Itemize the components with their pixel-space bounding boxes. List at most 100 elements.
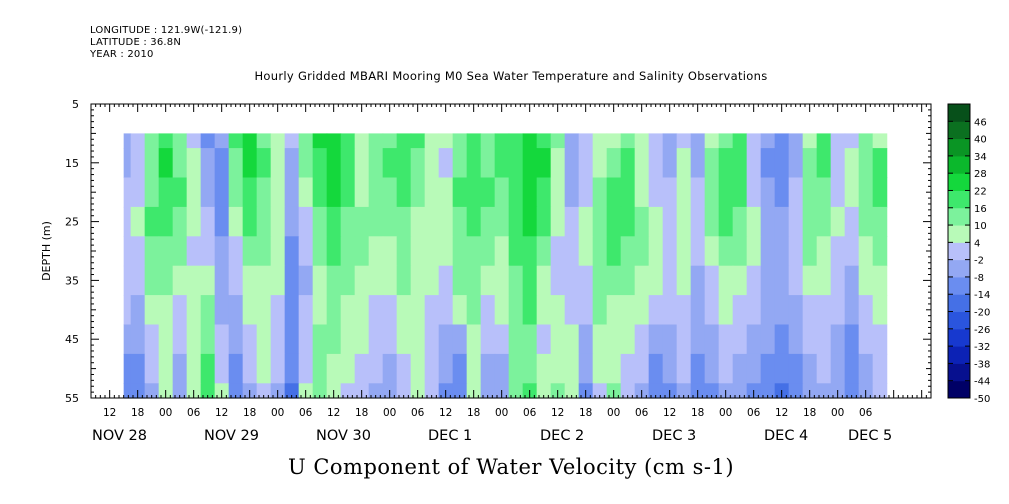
heatmap-cell: [802, 177, 818, 208]
heatmap-cell: [382, 324, 398, 355]
colorbar-segment: [948, 190, 970, 209]
heatmap-cell: [214, 148, 230, 179]
heatmap-cell: [172, 148, 188, 179]
heatmap-cell: [144, 148, 160, 179]
heatmap-cell: [270, 265, 286, 296]
heatmap-cell: [816, 148, 832, 179]
heatmap-cell: [732, 133, 748, 149]
heatmap-cell: [522, 206, 538, 237]
heatmap-cell: [606, 148, 622, 179]
colorbar-segment: [948, 155, 970, 174]
colorbar: -50 -44 -38 -32 -26 -20 -14 -8 -2 4 10 16 22 28 34 40 46: [947, 103, 990, 405]
heatmap-cell: [130, 206, 146, 237]
heatmap-cell: [452, 295, 468, 326]
heatmap-cell: [872, 324, 888, 355]
heatmap-cell: [312, 324, 328, 355]
heatmap-cell: [662, 295, 678, 326]
heatmap-cell: [130, 133, 146, 149]
heatmap-cell: [438, 177, 454, 208]
heatmap-cell: [354, 236, 370, 267]
heatmap-cell: [746, 295, 762, 326]
heatmap-cell: [298, 236, 314, 267]
heatmap-cell: [410, 353, 426, 384]
colorbar-label: 10: [974, 221, 987, 232]
x-hour-label: 00: [383, 407, 396, 419]
y-tick-label: 25: [65, 216, 79, 229]
heatmap-cell: [816, 324, 832, 355]
heatmap-cell: [662, 177, 678, 208]
heatmap-cell: [592, 353, 608, 384]
heatmap-cell: [298, 206, 314, 237]
heatmap-cell: [452, 177, 468, 208]
heatmap-cell: [732, 206, 748, 237]
colorbar-segment: [948, 328, 970, 347]
x-hour-label: 18: [131, 407, 144, 419]
heatmap-cell: [774, 236, 790, 267]
heatmap-cell: [200, 236, 216, 267]
heatmap-cell: [438, 206, 454, 237]
heatmap-cell: [802, 236, 818, 267]
colorbar-label: -2: [974, 256, 984, 267]
heatmap-cell: [760, 133, 776, 149]
heatmap-cell: [690, 265, 706, 296]
heatmap-cell: [592, 133, 608, 149]
heatmap-cell: [718, 177, 734, 208]
heatmap-cell: [326, 133, 342, 149]
heatmap-cell: [200, 206, 216, 237]
heatmap-cell: [564, 324, 580, 355]
heatmap-cell: [830, 148, 846, 179]
heatmap-cell: [284, 383, 300, 399]
heatmap-cell: [648, 236, 664, 267]
heatmap-cell: [480, 206, 496, 237]
heatmap-cell: [382, 206, 398, 237]
heatmap-cells: [123, 133, 888, 399]
heatmap-cell: [438, 265, 454, 296]
colorbar-segment: [948, 363, 970, 382]
heatmap-cell: [312, 133, 328, 149]
heatmap-cell: [452, 324, 468, 355]
heatmap-cell: [144, 236, 160, 267]
heatmap-cell: [564, 177, 580, 208]
heatmap-cell: [466, 324, 482, 355]
heatmap-cell: [606, 133, 622, 149]
heatmap-cell: [354, 133, 370, 149]
heatmap-cell: [214, 353, 230, 384]
heatmap-cell: [690, 177, 706, 208]
heatmap-cell: [872, 295, 888, 326]
heatmap-cell: [536, 353, 552, 384]
heatmap-cell: [872, 148, 888, 179]
heatmap-cell: [578, 148, 594, 179]
heatmap-cell: [158, 236, 174, 267]
heatmap-cell: [858, 353, 874, 384]
heatmap-cell: [368, 177, 384, 208]
heatmap-cell: [298, 295, 314, 326]
colorbar-segment: [948, 173, 970, 191]
heatmap-cell: [158, 353, 174, 384]
heatmap-cell: [760, 265, 776, 296]
heatmap-cell: [284, 324, 300, 355]
heatmap-cell: [802, 324, 818, 355]
heatmap-cell: [214, 133, 230, 149]
heatmap-cell: [550, 295, 566, 326]
heatmap-cell: [550, 265, 566, 296]
heatmap-cell: [732, 265, 748, 296]
x-hour-label: 06: [859, 407, 873, 419]
heatmap-cell: [536, 324, 552, 355]
x-hour-label: 12: [775, 407, 788, 419]
heatmap-cell: [368, 383, 384, 399]
heatmap-cell: [438, 133, 454, 149]
heatmap-cell: [368, 353, 384, 384]
heatmap-cell: [746, 353, 762, 384]
heatmap-cell: [494, 295, 510, 326]
heatmap-cell: [186, 177, 202, 208]
heatmap-cell: [452, 148, 468, 179]
heatmap-cell: [284, 265, 300, 296]
heatmap-cell: [606, 324, 622, 355]
heatmap-cell: [830, 177, 846, 208]
heatmap-cell: [676, 324, 692, 355]
heatmap-cell: [774, 206, 790, 237]
heatmap-cell: [214, 236, 230, 267]
y-axis: 5 15 25 35 45 55: [65, 98, 931, 405]
heatmap-cell: [606, 236, 622, 267]
